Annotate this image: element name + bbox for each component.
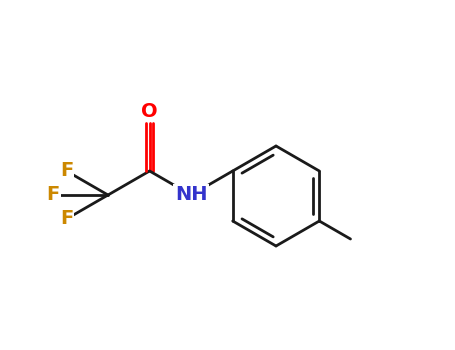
Text: F: F — [47, 186, 60, 204]
Text: NH: NH — [175, 186, 207, 204]
Text: O: O — [141, 102, 158, 121]
Text: F: F — [60, 161, 73, 181]
Text: F: F — [60, 210, 73, 229]
